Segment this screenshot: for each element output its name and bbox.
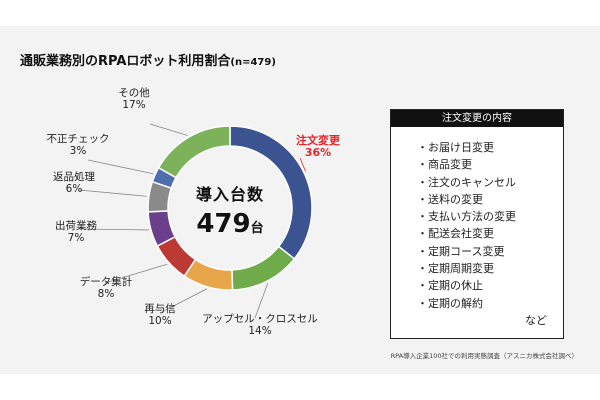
donut-center: 導入台数 479台 bbox=[170, 181, 290, 239]
leader-line bbox=[78, 189, 147, 197]
order-change-box: 注文変更の内容 お届け日変更 商品変更 注文のキャンセル 送料の変更 支払い方法… bbox=[390, 109, 564, 339]
center-value: 479 bbox=[196, 209, 251, 239]
list-item: 支払い方法の変更 bbox=[417, 208, 563, 225]
chart-title-text: 通販業務別のRPAロボット利用割合 bbox=[20, 54, 231, 69]
slice-value-label: 6% bbox=[65, 183, 83, 195]
slice-value-label: 7% bbox=[67, 232, 85, 244]
list-item: 定期の解約 bbox=[417, 295, 563, 312]
leader-line bbox=[87, 159, 154, 175]
slice-category-label: 返品処理 bbox=[53, 171, 95, 183]
list-item: 定期の休止 bbox=[417, 277, 563, 294]
order-change-etc: など bbox=[525, 314, 547, 327]
list-item: 商品変更 bbox=[417, 156, 563, 173]
slice-label: データ集計 8% bbox=[46, 276, 166, 300]
slice-value-label: 10% bbox=[148, 315, 172, 327]
slice-value-label: 17% bbox=[122, 99, 146, 111]
list-item: 定期コース変更 bbox=[417, 243, 563, 260]
center-value-wrap: 479台 bbox=[170, 209, 290, 239]
slice-value-label: 14% bbox=[248, 325, 272, 337]
slice-label: 返品処理 6% bbox=[14, 171, 134, 195]
list-item: 配送会社変更 bbox=[417, 225, 563, 242]
leader-line bbox=[149, 123, 188, 136]
slice-category-label: 注文変更 bbox=[296, 134, 340, 147]
slice-label: 不正チェック 3% bbox=[18, 133, 138, 157]
list-item: 送料の変更 bbox=[417, 191, 563, 208]
leader-line bbox=[299, 157, 306, 172]
slice-category-label: データ集計 bbox=[79, 276, 133, 288]
chart-title-n: (n=479) bbox=[230, 57, 276, 68]
slice-label: 注文変更 36% bbox=[258, 135, 378, 159]
order-change-list: お届け日変更 商品変更 注文のキャンセル 送料の変更 支払い方法の変更 配送会社… bbox=[391, 127, 563, 312]
slice-label: 再与信 10% bbox=[100, 303, 220, 327]
slice-category-label: 出荷業務 bbox=[55, 220, 97, 232]
order-change-box-header: 注文変更の内容 bbox=[391, 110, 563, 127]
leader-line bbox=[104, 263, 168, 284]
slice-label: アップセル・クロスセル 14% bbox=[200, 313, 320, 337]
slice-category-label: アップセル・クロスセル bbox=[202, 313, 318, 325]
slice-label: その他 17% bbox=[74, 87, 194, 111]
slice-value-label: 3% bbox=[69, 145, 87, 157]
slice-category-label: その他 bbox=[118, 87, 150, 99]
slice-1 bbox=[231, 245, 296, 291]
center-label: 導入台数 bbox=[195, 185, 264, 204]
slice-value-label: 36% bbox=[304, 146, 332, 159]
slice-label: 出荷業務 7% bbox=[16, 220, 136, 244]
center-unit: 台 bbox=[250, 221, 264, 236]
slice-category-label: 不正チェック bbox=[46, 133, 110, 145]
list-item: お届け日変更 bbox=[417, 139, 563, 156]
list-item: 注文のキャンセル bbox=[417, 174, 563, 191]
slice-category-label: 再与信 bbox=[144, 303, 176, 315]
leader-line bbox=[79, 228, 149, 231]
chart-title: 通販業務別のRPAロボット利用割合(n=479) bbox=[20, 50, 276, 69]
footnote: RPA導入企業100社での利用実態調査（アスニカ株式会社調べ） bbox=[390, 352, 578, 360]
slice-7 bbox=[157, 125, 231, 179]
leader-line bbox=[161, 288, 207, 313]
slice-value-label: 8% bbox=[97, 288, 115, 300]
leader-line bbox=[254, 282, 269, 319]
list-item: 定期周期変更 bbox=[417, 260, 563, 277]
